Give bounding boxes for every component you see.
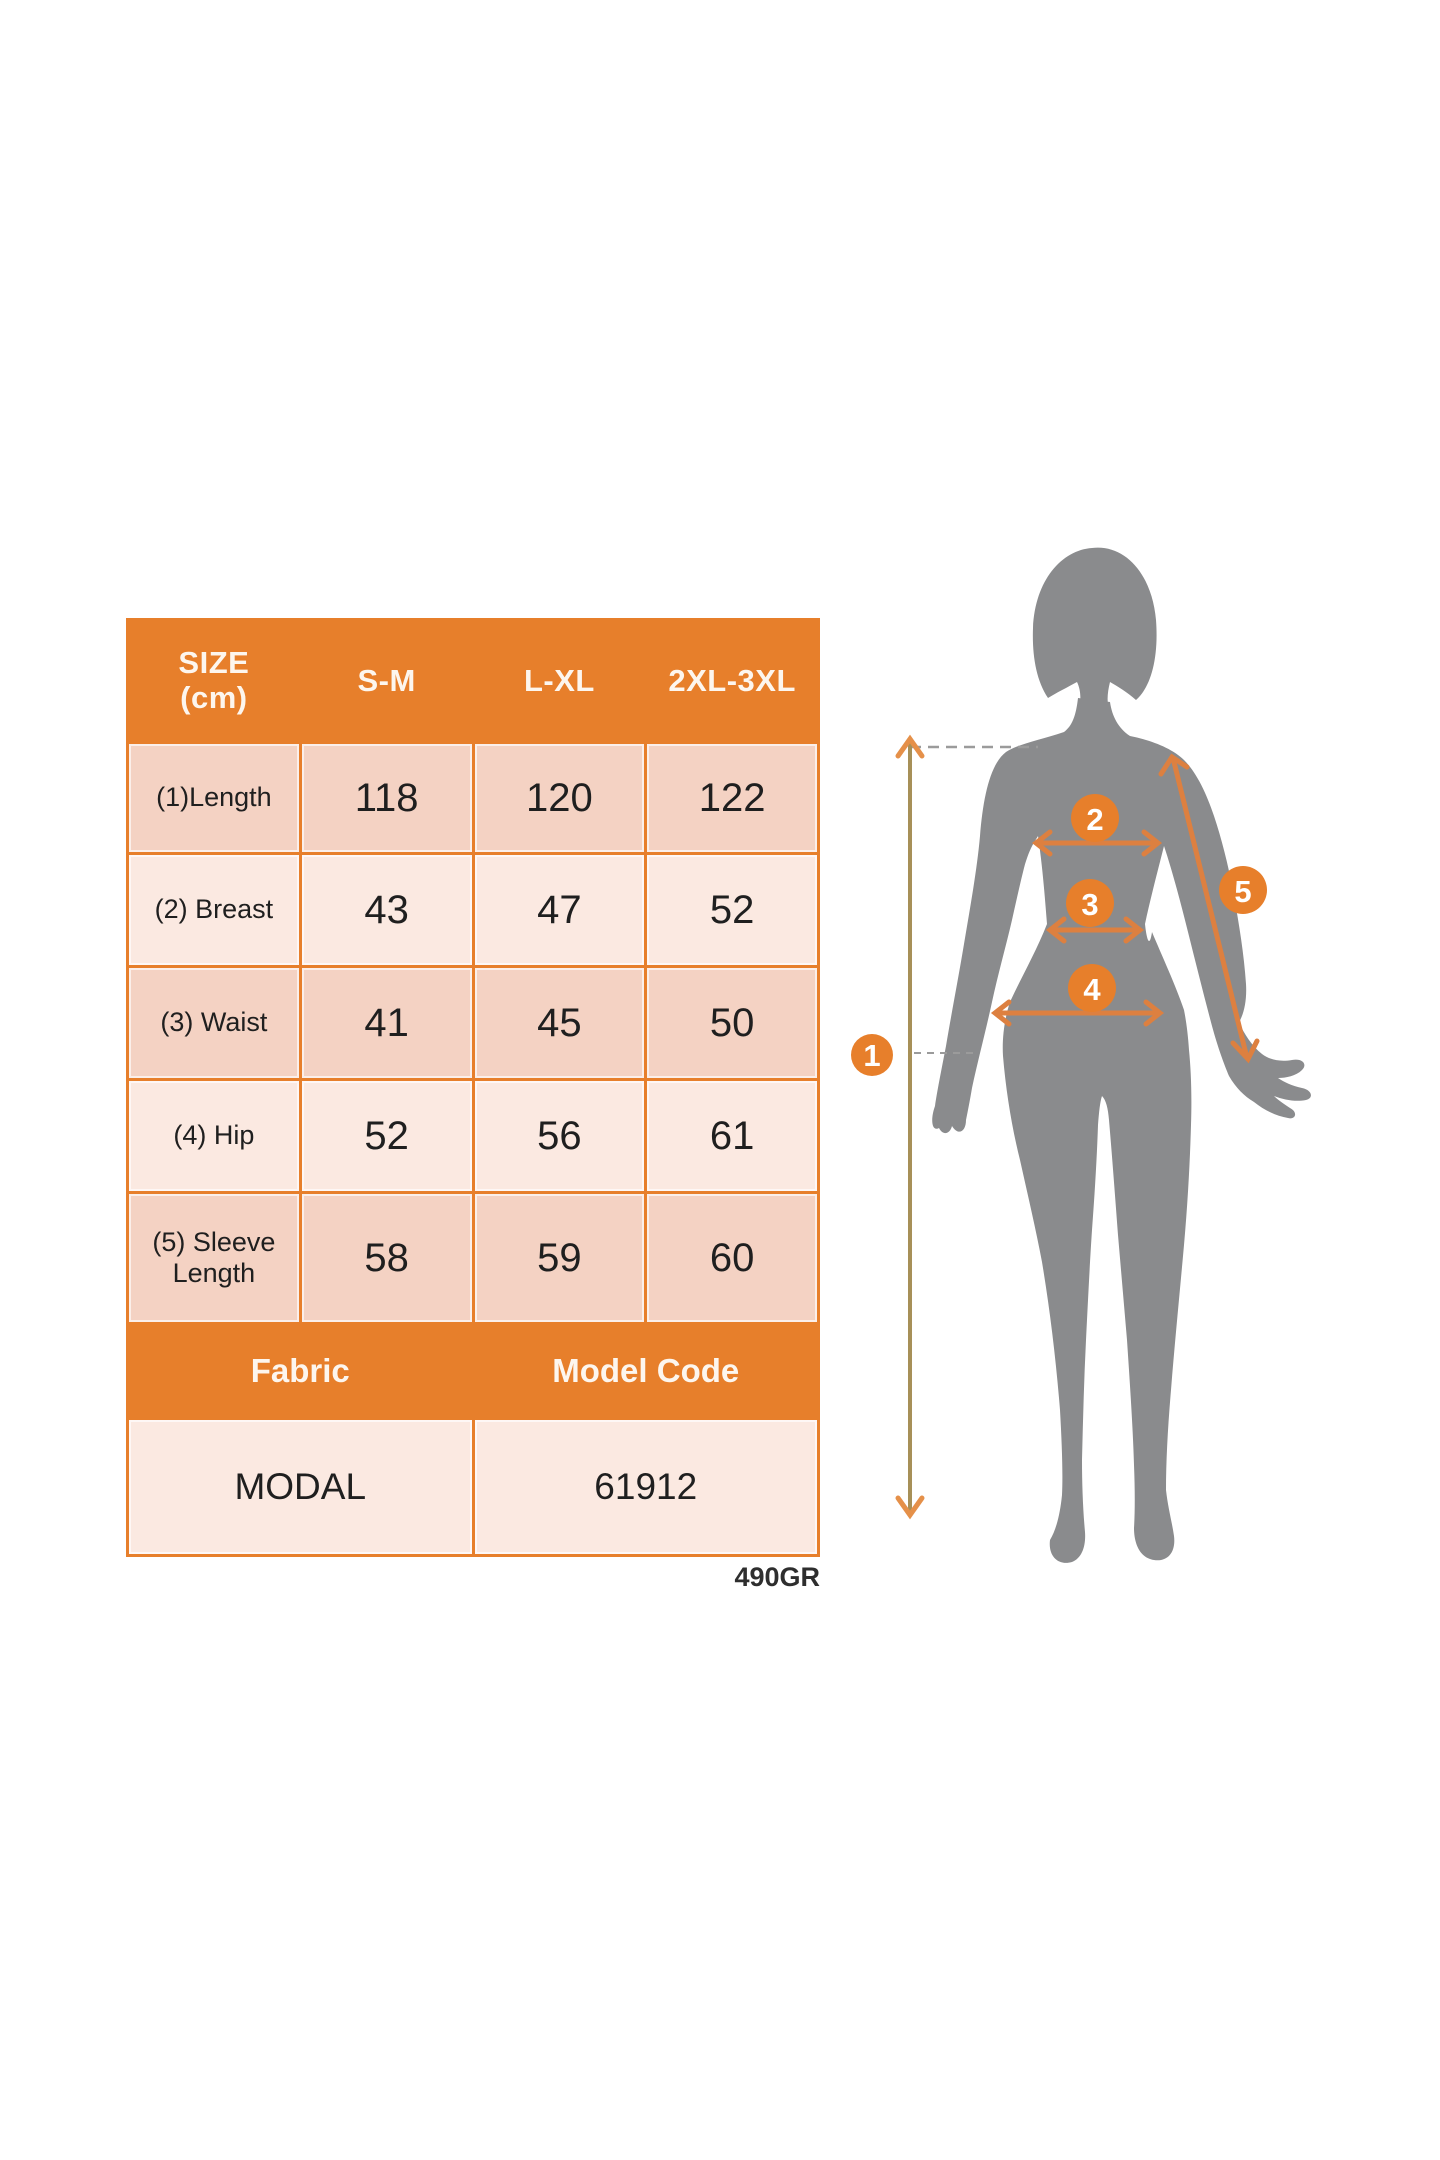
length-arrow: [895, 734, 925, 1520]
measurement-diagram: 1 2 3 4 5: [840, 540, 1360, 1580]
size-table-header-2xl3xl: 2XL-3XL: [647, 621, 817, 741]
footer-header-model-code: Model Code: [474, 1325, 817, 1417]
row-sleeve-sm: 58: [301, 1194, 472, 1322]
sleeve-arrow: [1158, 753, 1260, 1064]
marker-2-label: 2: [1086, 802, 1103, 837]
marker-5-badge: 5: [1219, 866, 1267, 914]
size-table-header-sm: S-M: [301, 621, 472, 741]
marker-3-badge: 3: [1066, 879, 1114, 927]
breast-arrow: [1031, 829, 1163, 857]
row-hip-2xl3xl: 61: [647, 1081, 817, 1191]
row-length-sm: 118: [301, 744, 472, 852]
row-breast-lxl: 47: [474, 855, 645, 965]
marker-4-badge: 4: [1068, 964, 1116, 1012]
row-sleeve-label: (5) Sleeve Length: [129, 1194, 299, 1322]
row-sleeve-2xl3xl: 60: [647, 1194, 817, 1322]
footer-fabric-value: MODAL: [129, 1420, 472, 1554]
size-table-header-size: SIZE (cm): [129, 621, 299, 741]
marker-2-badge: 2: [1071, 794, 1119, 842]
waist-arrow: [1045, 916, 1145, 944]
weight-note: 490GR: [734, 1562, 820, 1592]
row-sleeve-lxl: 59: [474, 1194, 645, 1322]
row-hip-lxl: 56: [474, 1081, 645, 1191]
row-breast-2xl3xl: 52: [647, 855, 817, 965]
marker-5-label: 5: [1234, 874, 1251, 909]
marker-4-label: 4: [1083, 972, 1101, 1007]
size-table: SIZE (cm) S-M L-XL 2XL-3XL (1)Length 118…: [126, 618, 820, 1557]
row-length-2xl3xl: 122: [647, 744, 817, 852]
row-waist-label: (3) Waist: [129, 968, 299, 1078]
row-breast-sm: 43: [301, 855, 472, 965]
female-figure-silhouette: [932, 547, 1311, 1563]
footer-model-code-value: 61912: [474, 1420, 817, 1554]
row-hip-label: (4) Hip: [129, 1081, 299, 1191]
row-waist-2xl3xl: 50: [647, 968, 817, 1078]
row-breast-label: (2) Breast: [129, 855, 299, 965]
row-waist-lxl: 45: [474, 968, 645, 1078]
row-hip-sm: 52: [301, 1081, 472, 1191]
row-waist-sm: 41: [301, 968, 472, 1078]
row-length-label: (1)Length: [129, 744, 299, 852]
measurement-diagram-svg: 1 2 3 4 5: [851, 547, 1311, 1563]
footer-header-fabric: Fabric: [129, 1325, 472, 1417]
marker-1-badge: 1: [851, 1034, 893, 1076]
marker-3-label: 3: [1081, 887, 1098, 922]
hip-arrow: [990, 999, 1165, 1027]
row-length-lxl: 120: [474, 744, 645, 852]
marker-1-label: 1: [863, 1038, 880, 1073]
size-table-header-lxl: L-XL: [474, 621, 645, 741]
